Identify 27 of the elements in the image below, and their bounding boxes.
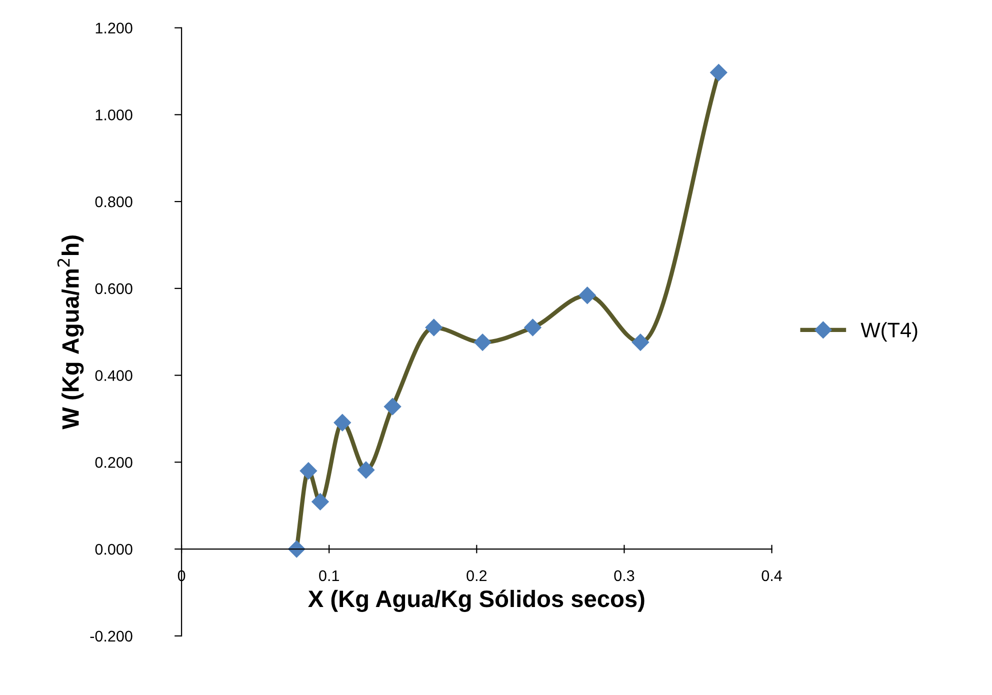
y-tick-label: 0.800 <box>95 196 132 208</box>
point <box>312 493 329 510</box>
x-tick-label: 0.3 <box>614 570 634 582</box>
point <box>357 461 375 479</box>
y-tick-label: 0.600 <box>95 283 132 294</box>
y-tick-label: 1.200 <box>96 22 132 34</box>
point <box>524 318 542 336</box>
point <box>632 334 649 351</box>
y-axis-title: W (Kg Agua/m$^{2}$h) <box>57 236 84 430</box>
y-tick-label: 1.000 <box>96 110 132 120</box>
y-tick-label: 0.000 <box>95 544 132 555</box>
y-tick-label: 0.400 <box>95 370 132 381</box>
point <box>300 462 317 480</box>
point <box>384 398 402 416</box>
point <box>578 286 596 304</box>
point <box>288 540 306 558</box>
y-tick-label: 0.200 <box>95 457 132 468</box>
point <box>425 318 442 336</box>
x-tick-label: 0.2 <box>466 570 487 582</box>
x-tick-label: 0.1 <box>319 570 339 582</box>
x-tick-label: 0.4 <box>762 570 782 582</box>
point <box>474 334 492 351</box>
point <box>334 414 351 432</box>
x-axis-title: X (Kg Agua/Kg Sólidos secos) <box>308 590 644 612</box>
legend-label: W(T4) <box>860 322 918 342</box>
point <box>710 64 728 82</box>
y-tick-label: -0.200 <box>90 630 132 642</box>
